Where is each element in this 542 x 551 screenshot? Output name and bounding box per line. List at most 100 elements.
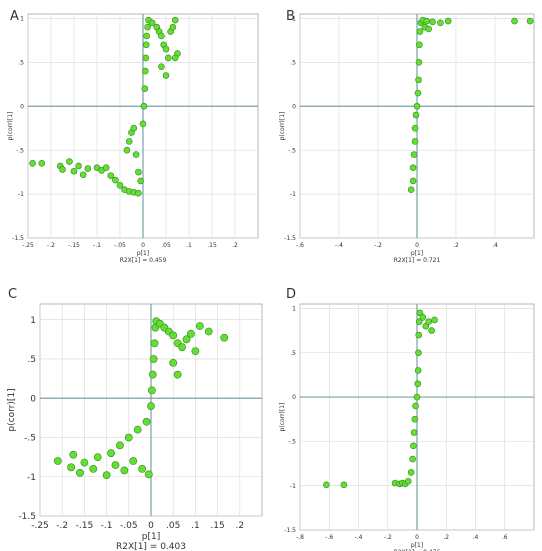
data-point: [411, 415, 419, 423]
data-point: [409, 455, 416, 463]
data-point: [142, 54, 150, 62]
data-point: [138, 464, 147, 473]
y-tick-label: 1: [30, 316, 36, 326]
data-point: [415, 318, 423, 326]
panel-label: B: [286, 9, 295, 24]
data-point: [410, 151, 418, 158]
data-point: [80, 458, 89, 467]
data-point: [526, 17, 534, 25]
x-tick-label: -.8: [296, 534, 304, 541]
r2x-label: R2X[1] = 0.476: [394, 549, 441, 551]
x-tick-label: -.4: [335, 242, 343, 249]
data-point: [169, 23, 177, 31]
data-point: [158, 63, 165, 71]
x-tick-label: .4: [492, 242, 498, 249]
data-point: [123, 146, 131, 154]
data-point: [66, 158, 73, 165]
x-tick-label: .2: [453, 242, 459, 249]
x-axis-label: p[1]: [137, 250, 149, 257]
y-tick-label: -.5: [288, 147, 296, 154]
data-point: [437, 19, 444, 27]
x-tick-label: -.4: [355, 534, 363, 541]
data-point: [141, 85, 149, 92]
data-point: [75, 162, 82, 170]
data-point: [416, 41, 423, 49]
data-point: [162, 45, 170, 53]
x-tick-label: 0: [148, 521, 154, 531]
data-point: [29, 160, 36, 167]
data-point: [89, 464, 98, 473]
data-point: [429, 18, 436, 26]
data-point: [409, 177, 417, 185]
data-point: [171, 54, 179, 62]
y-tick-label: -1: [290, 483, 296, 490]
x-tick-label: -.2: [47, 242, 55, 249]
r2x-label: R2X[1] = 0.403: [116, 542, 186, 551]
x-tick-label: -.15: [76, 521, 94, 531]
x-axis-label: p[1]: [411, 542, 423, 549]
data-point: [53, 457, 62, 465]
data-point: [425, 318, 433, 326]
data-point: [413, 393, 421, 401]
data-point: [148, 370, 157, 379]
data-point: [220, 333, 229, 342]
data-point: [69, 450, 78, 459]
data-point: [416, 28, 424, 35]
x-tick-label: .05: [166, 521, 180, 531]
data-point: [425, 25, 433, 33]
data-point: [178, 343, 186, 352]
x-tick-label: .2: [232, 242, 238, 249]
r2x-label: R2X[1] = 0.459: [120, 257, 167, 264]
data-point: [414, 367, 422, 374]
y-tick-label: 1: [20, 15, 24, 22]
x-tick-label: .15: [210, 521, 224, 531]
y-tick-label: -1.5: [18, 512, 36, 522]
data-point: [125, 138, 133, 145]
data-point: [407, 469, 415, 476]
data-point: [107, 172, 115, 179]
y-tick-label: 0: [292, 394, 296, 401]
y-tick-label: .5: [18, 59, 24, 66]
data-point: [144, 470, 153, 479]
data-point: [410, 442, 417, 450]
y-tick-label: -1.5: [284, 527, 296, 534]
y-tick-label: -.5: [16, 147, 24, 154]
data-point: [431, 316, 438, 324]
data-point: [169, 358, 178, 367]
data-point: [76, 468, 84, 477]
data-point: [412, 402, 419, 410]
data-point: [428, 327, 435, 334]
y-tick-label: -1.5: [12, 235, 24, 242]
x-tick-label: -.6: [296, 242, 304, 249]
y-tick-label: -.5: [288, 438, 296, 445]
data-point: [340, 481, 348, 489]
y-tick-label: -1: [18, 191, 24, 198]
data-point: [412, 111, 420, 119]
data-point: [129, 457, 138, 465]
panel-C: -.25 -.2 -.15 -.1 -.05 0 .05 .1 .15 .2 -1.5 -1 -.5 0.…: [7, 287, 263, 551]
panel-label: A: [10, 9, 19, 24]
x-tick-label: .6: [502, 534, 508, 541]
data-point: [413, 102, 421, 110]
data-point: [147, 402, 155, 410]
data-point: [132, 151, 140, 158]
y-axis-label: p(corr)[1]: [279, 403, 286, 432]
x-tick-label: -.6: [325, 534, 333, 541]
data-point: [414, 380, 422, 388]
data-point: [511, 17, 518, 25]
x-tick-label: -.2: [56, 521, 68, 531]
data-point: [423, 17, 431, 25]
data-point: [144, 23, 151, 31]
y-axis-label: p(corr)[1]: [7, 112, 14, 141]
data-point: [102, 471, 111, 480]
data-point: [142, 67, 149, 75]
data-point: [130, 124, 138, 132]
x-tick-label: -.25: [31, 521, 49, 531]
data-point: [182, 335, 191, 344]
y-tick-label: .5: [290, 59, 296, 66]
data-point: [84, 165, 92, 172]
data-point: [116, 181, 124, 189]
y-tick-label: -.5: [24, 434, 36, 444]
x-axis-label: p[1]: [142, 532, 160, 542]
